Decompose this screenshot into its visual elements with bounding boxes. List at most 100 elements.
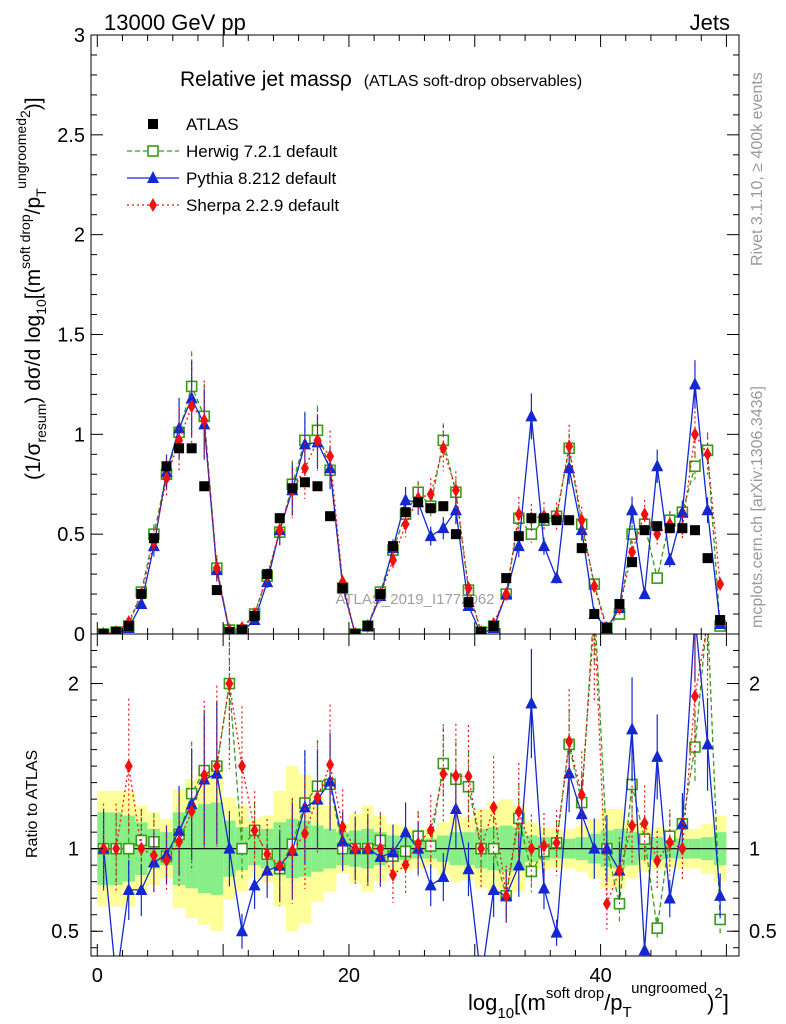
sherpa-point	[703, 447, 712, 462]
herwig-point	[626, 528, 638, 540]
xlabel-t: T	[623, 1004, 632, 1021]
sherpa-ratio-point	[464, 769, 473, 784]
sherpa-point	[451, 483, 460, 498]
xlabel-log: log	[468, 990, 497, 1015]
atlas-point	[362, 621, 373, 632]
ratio-frame	[90, 633, 740, 957]
atlas-point	[664, 523, 675, 534]
sherpa-point	[716, 577, 725, 592]
sherpa-point	[439, 441, 448, 456]
rivet-label: Rivet 3.1.10, ≥ 400k events	[749, 72, 766, 266]
sherpa-point	[313, 433, 322, 448]
ratio-y-tick-label-left: 0.5	[51, 921, 79, 943]
pythia-point	[525, 409, 538, 422]
plot-title-sub: (ATLAS soft-drop observables)	[364, 73, 582, 90]
atlas-point	[262, 569, 273, 580]
xlabel-arg-open: [(m	[514, 990, 546, 1015]
pythia-ratio-point	[223, 841, 236, 854]
sherpa-ratio-point	[162, 853, 171, 868]
atlas-point	[689, 525, 700, 536]
sherpa-point	[401, 517, 410, 532]
sherpa-ratio-point	[99, 841, 108, 856]
herwig-ratio-point	[236, 842, 248, 855]
y-tick-label: 2	[74, 225, 85, 247]
sherpa-ratio-point	[414, 836, 423, 851]
sherpa-ratio-point	[665, 835, 674, 850]
ylabel-over: /p	[22, 197, 45, 215]
atlas-point	[350, 629, 361, 634]
sherpa-point	[300, 461, 309, 476]
sherpa-ratio-point	[527, 841, 536, 856]
pythia-ratio-point	[525, 696, 538, 709]
xlabel-ungroomed: ungroomed	[631, 980, 707, 997]
pythia-ratio-point	[135, 882, 148, 895]
sherpa-ratio-point	[275, 858, 284, 873]
sherpa-point	[326, 449, 335, 464]
ylabel-soft-drop: soft drop	[17, 214, 33, 269]
xlabel-close-paren: )	[707, 990, 714, 1015]
y-tick-label: 0.5	[57, 524, 85, 546]
sherpa-point	[628, 545, 637, 560]
atlas-point	[337, 583, 348, 594]
pythia-point	[651, 459, 664, 472]
sherpa-ratio-point	[313, 790, 322, 805]
main-plot-area	[97, 351, 727, 634]
sherpa-ratio-point	[326, 757, 335, 772]
xlabel-sq: 2	[714, 985, 722, 1002]
pythia-point	[563, 461, 576, 474]
ylabel-sq: 2	[17, 110, 33, 118]
ylabel-ungroomed: ungroomed	[13, 118, 29, 189]
legend-atlas-label: ATLAS	[186, 115, 239, 134]
sherpa-ratio-point	[149, 848, 158, 863]
pythia-ratio-point	[487, 882, 500, 895]
pythia-ratio-point	[235, 924, 248, 937]
ylabel-prefix: (1/σ	[22, 442, 45, 480]
herwig-ratio-point	[487, 842, 500, 855]
atlas-point	[538, 513, 549, 524]
herwig-point	[651, 572, 664, 584]
y-tick-label: 1	[74, 424, 85, 446]
pythia-ratio-point	[663, 891, 676, 904]
pythia-point	[663, 553, 676, 566]
sherpa-ratio-point	[539, 838, 548, 853]
sherpa-ratio-point	[351, 841, 360, 856]
sherpa-ratio-point	[489, 800, 498, 815]
pythia-point	[688, 377, 701, 390]
pythia-ratio-point	[626, 722, 639, 735]
sherpa-ratio-point	[112, 841, 121, 856]
sherpa-ratio-point	[376, 841, 385, 856]
atlas-point	[702, 553, 713, 564]
atlas-point	[488, 621, 499, 632]
sherpa-ratio-point	[250, 823, 259, 838]
legend: ATLAS Herwig 7.2.1 default Pythia 8.212 de…	[127, 115, 339, 215]
atlas-point	[677, 523, 688, 534]
atlas-point	[652, 521, 663, 532]
sherpa-ratio-point	[175, 834, 184, 849]
pythia-ratio-point	[537, 881, 550, 894]
herwig-ratio-point	[651, 922, 664, 934]
sherpa-point	[577, 513, 586, 528]
atlas-point	[375, 589, 386, 600]
pythia-ratio-point	[638, 943, 651, 956]
y-tick-label: 1.5	[57, 325, 85, 347]
pythia-point	[424, 529, 437, 542]
sherpa-ratio-point	[577, 787, 586, 802]
ylabel-arg-open: [(m	[22, 269, 45, 299]
atlas-point	[161, 461, 172, 472]
sherpa-ratio-point	[477, 841, 486, 856]
atlas-point	[463, 597, 474, 608]
sherpa-point	[690, 427, 699, 442]
pythia-ratio-point	[185, 797, 198, 810]
pythia-point	[512, 539, 525, 552]
sherpa-point	[464, 581, 473, 596]
sherpa-point	[212, 561, 221, 576]
sherpa-ratio-point	[628, 818, 637, 833]
atlas-point	[413, 497, 424, 508]
atlas-point	[614, 599, 625, 610]
sherpa-ratio-point	[137, 841, 146, 856]
legend-sherpa-label: Sherpa 2.2.9 default	[186, 196, 339, 215]
pythia-ratio-point	[424, 878, 437, 891]
pythia-ratio-point	[122, 882, 135, 895]
sherpa-ratio-point	[514, 804, 523, 819]
